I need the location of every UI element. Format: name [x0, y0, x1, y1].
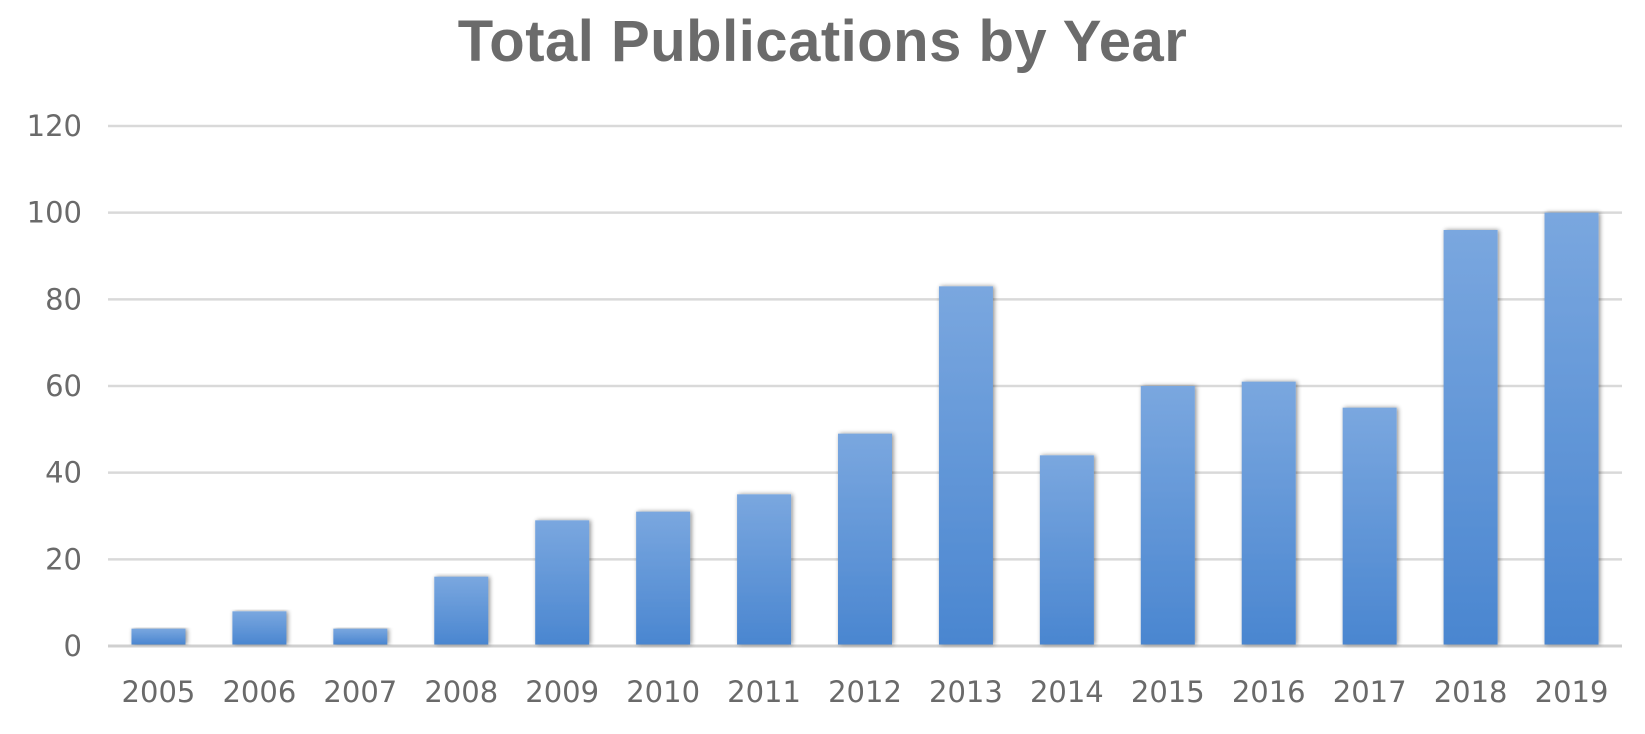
y-tick-label: 40 [45, 456, 82, 490]
bar-2017 [1342, 407, 1397, 645]
bar-2006 [232, 611, 287, 645]
chart-title: Total Publications by Year [457, 9, 1188, 74]
bar-2018 [1443, 230, 1498, 645]
x-tick-label: 2009 [525, 675, 599, 709]
bar-2011 [737, 494, 792, 645]
bar-2007 [333, 628, 388, 645]
x-tick-label: 2018 [1434, 675, 1508, 709]
x-tick-label: 2006 [222, 675, 296, 709]
y-tick-label: 100 [27, 196, 82, 230]
bar-2010 [636, 511, 691, 645]
x-tick-label: 2016 [1232, 675, 1306, 709]
x-tick-label: 2015 [1131, 675, 1205, 709]
bar-2008 [434, 576, 489, 645]
x-axis-tick-labels: 2005 2006 2007 2008 2009 2010 2011 2012 2013 2014… [122, 675, 1609, 709]
x-tick-label: 2013 [929, 675, 1003, 709]
bar-2019 [1544, 212, 1599, 645]
bar-2012 [838, 433, 892, 645]
x-tick-label: 2005 [122, 675, 196, 709]
y-axis-tick-labels: 0 20 40 60 80 100 120 [27, 109, 82, 663]
bar-2013 [938, 286, 993, 645]
y-tick-label: 80 [45, 282, 82, 316]
x-tick-label: 2011 [727, 675, 801, 709]
x-tick-label: 2012 [828, 675, 902, 709]
x-tick-label: 2007 [323, 675, 397, 709]
x-tick-label: 2010 [626, 675, 700, 709]
bar-2009 [535, 520, 590, 645]
y-tick-label: 60 [45, 369, 82, 403]
bar-2014 [1039, 455, 1094, 645]
bar-2015 [1140, 386, 1195, 645]
x-tick-label: 2014 [1030, 675, 1104, 709]
x-tick-label: 2017 [1333, 675, 1407, 709]
x-tick-label: 2008 [424, 675, 498, 709]
x-tick-label: 2019 [1535, 675, 1609, 709]
y-tick-label: 20 [45, 542, 82, 576]
bar-2005 [131, 628, 186, 645]
bars [131, 212, 1599, 645]
y-tick-label: 0 [64, 629, 82, 663]
y-tick-label: 120 [27, 109, 82, 143]
bar-2016 [1241, 381, 1296, 645]
